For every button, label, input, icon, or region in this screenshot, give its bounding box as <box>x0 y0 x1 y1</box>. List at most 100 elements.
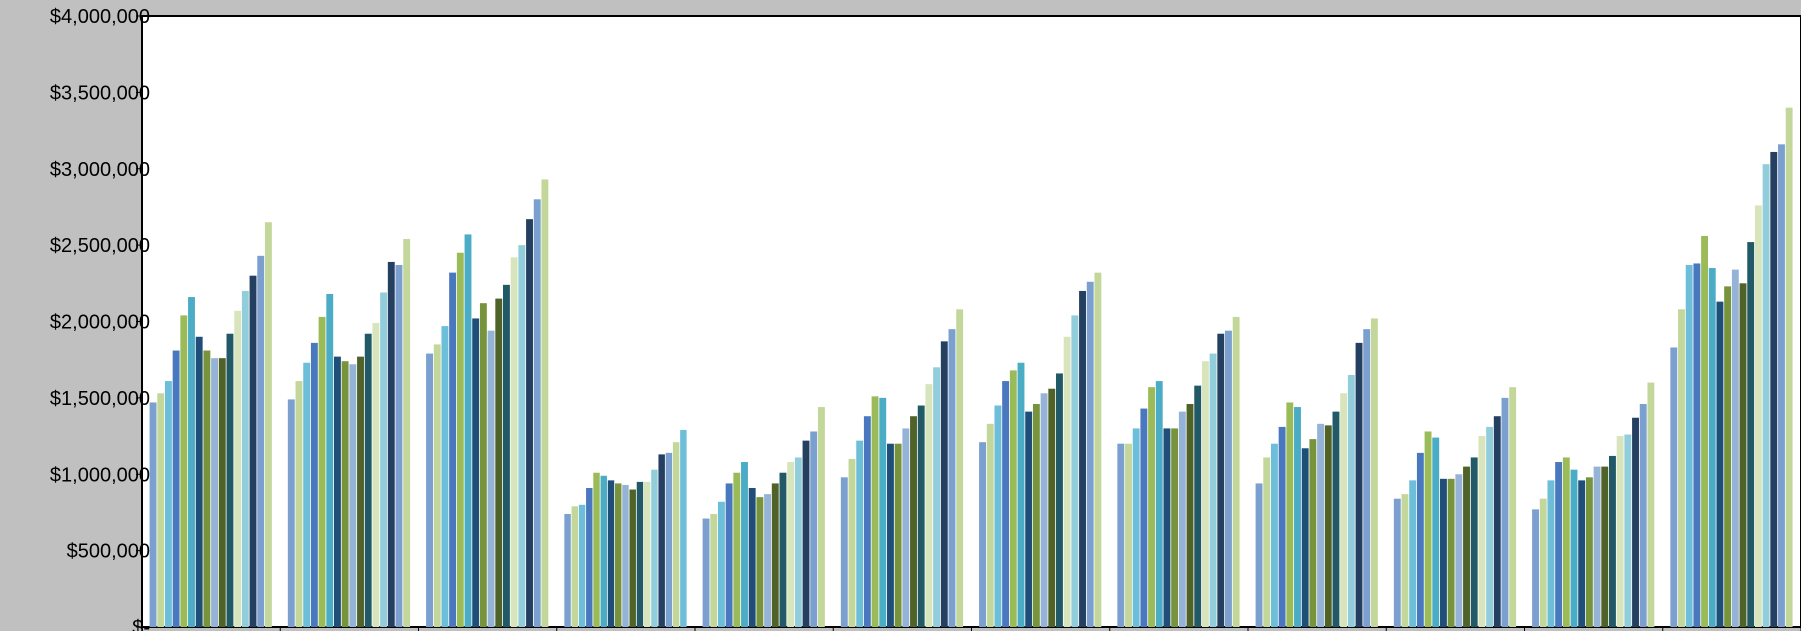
bar <box>257 255 265 627</box>
bar <box>607 480 615 627</box>
bar <box>387 261 395 627</box>
bar <box>615 483 622 627</box>
bar <box>710 513 718 627</box>
bar <box>1424 431 1432 627</box>
bar <box>1708 268 1716 627</box>
bar <box>879 397 887 628</box>
bar <box>1555 462 1563 627</box>
bar <box>1225 330 1232 627</box>
y-tick-label: $3,000,000 <box>50 159 150 181</box>
bar <box>1340 393 1348 627</box>
bar <box>1171 428 1179 627</box>
bar <box>1217 333 1225 627</box>
bar <box>1539 498 1547 627</box>
bar <box>871 396 879 627</box>
bar <box>1486 426 1494 627</box>
bar <box>310 342 318 627</box>
bar <box>1255 483 1263 627</box>
bar <box>1601 466 1609 627</box>
bar <box>733 472 741 627</box>
bar <box>1071 315 1079 627</box>
bar <box>794 457 802 627</box>
bar <box>1493 416 1501 627</box>
bar <box>787 462 795 627</box>
bar <box>441 326 449 627</box>
bar <box>1678 309 1685 627</box>
bar <box>1393 498 1401 627</box>
bar <box>717 501 725 627</box>
bar <box>495 298 503 627</box>
bar <box>622 484 629 627</box>
bar <box>1754 205 1762 627</box>
bar <box>318 316 326 627</box>
bar <box>956 309 964 627</box>
bar <box>464 234 472 627</box>
bar <box>1040 393 1048 627</box>
bar <box>1324 425 1332 627</box>
bar <box>810 431 818 627</box>
bar <box>986 423 994 627</box>
bar <box>771 483 779 627</box>
bar <box>665 452 673 627</box>
bar <box>1693 263 1701 627</box>
bar <box>764 494 772 627</box>
bar <box>510 257 518 627</box>
bar <box>1017 362 1025 627</box>
y-tick-label: $2,000,000 <box>50 312 150 334</box>
bar <box>1309 439 1317 627</box>
bar <box>1585 477 1593 627</box>
bar <box>779 472 787 627</box>
bar <box>264 222 272 627</box>
bar <box>456 252 464 627</box>
bar <box>1739 283 1747 627</box>
bar <box>917 405 925 627</box>
bar <box>651 469 658 627</box>
bar <box>541 179 549 627</box>
bar <box>643 481 651 627</box>
bar <box>149 402 157 627</box>
bar <box>241 290 249 627</box>
bar <box>195 336 203 627</box>
y-tick-label: $1,500,000 <box>50 388 150 410</box>
bar <box>1094 272 1102 627</box>
bar <box>1363 329 1371 627</box>
bar <box>1194 385 1202 627</box>
bar <box>1632 417 1639 627</box>
bar <box>203 350 211 627</box>
bar <box>1056 373 1063 627</box>
bar <box>1432 437 1440 627</box>
bar <box>172 350 180 627</box>
bar <box>1509 387 1517 627</box>
bar <box>326 294 334 627</box>
bar <box>1785 107 1793 627</box>
bar <box>1332 411 1340 627</box>
bar <box>840 477 848 627</box>
bar <box>571 506 579 627</box>
bar <box>1263 457 1271 627</box>
bar <box>1086 281 1094 627</box>
bar <box>188 297 195 627</box>
bar <box>472 318 480 627</box>
bar <box>503 284 510 627</box>
bar <box>1294 407 1301 627</box>
bar <box>894 443 902 627</box>
y-tick-label: $2,500,000 <box>50 235 150 257</box>
bar <box>856 440 864 627</box>
bar <box>886 443 894 627</box>
bar <box>395 264 403 627</box>
bar <box>741 462 748 627</box>
bar <box>1716 301 1724 627</box>
bar <box>902 428 910 627</box>
bar <box>1409 480 1417 627</box>
bar <box>1616 436 1624 627</box>
bar <box>1562 457 1570 627</box>
bar <box>1232 316 1240 627</box>
bar <box>1639 403 1647 627</box>
bar <box>1439 478 1447 627</box>
bar <box>1186 403 1194 627</box>
plot-area <box>141 15 1801 628</box>
bar <box>1148 387 1155 627</box>
bar <box>333 356 341 627</box>
bar <box>586 488 593 627</box>
